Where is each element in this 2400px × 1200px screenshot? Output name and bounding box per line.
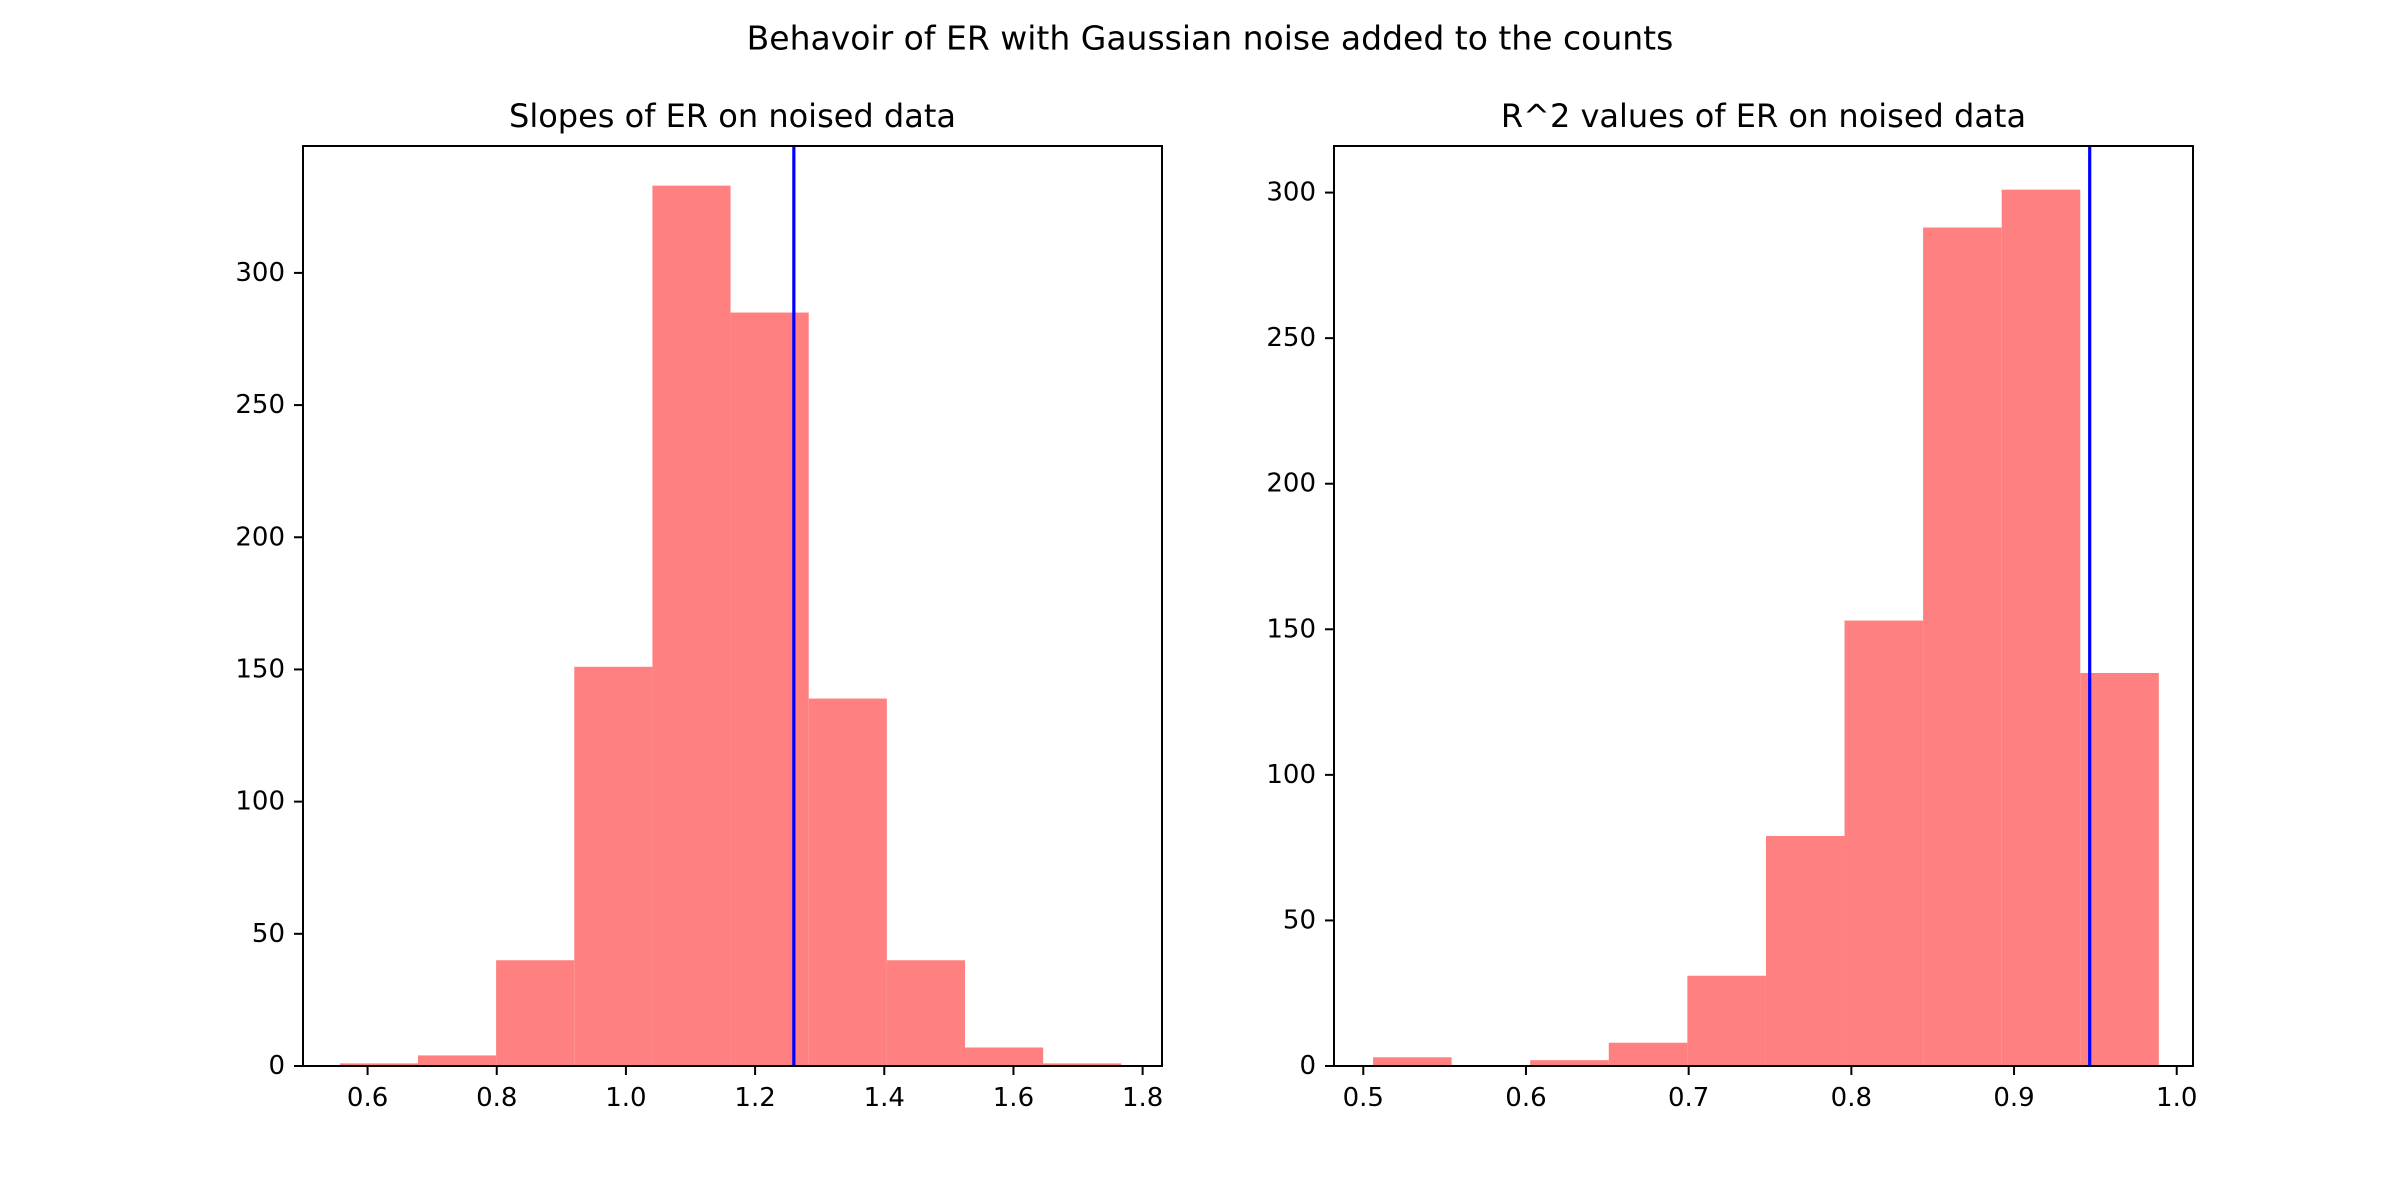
y-tick-label: 100	[1266, 760, 1316, 790]
histogram-bar	[574, 666, 653, 1066]
x-tick-label: 0.9	[1993, 1083, 2034, 1113]
x-tick-label: 0.8	[476, 1083, 517, 1113]
y-tick-label: 200	[1266, 469, 1316, 499]
x-tick-label: 1.4	[864, 1083, 905, 1113]
x-tick-label: 0.8	[1831, 1083, 1872, 1113]
histogram-bar	[1530, 1060, 1609, 1066]
histogram-bar	[2080, 672, 2159, 1066]
histogram-bar	[1923, 227, 2002, 1066]
y-tick-label: 150	[235, 654, 285, 684]
histogram-panel-r-squared: 0.5 0.6 0.7 0.8 0.9 1.0 0 50 100 150 200 250 300 R^2 …	[1266, 97, 2197, 1113]
histogram-bar	[496, 960, 575, 1066]
axes-frame	[1333, 145, 2194, 1067]
histogram-bar	[886, 960, 966, 1066]
y-tick-label: 100	[235, 787, 285, 817]
histogram-bar	[808, 698, 887, 1066]
y-tick-label: 50	[1283, 905, 1316, 935]
y-tick-label: 0	[1299, 1051, 1316, 1081]
y-tick-label: 250	[235, 390, 285, 420]
histogram-panel-slopes: 0.6 0.8 1.0 1.2 1.4 1.6 1.8 0 50 100 150 200 250 300 S…	[235, 97, 1163, 1113]
histogram-bar	[1844, 620, 1924, 1066]
chart-title-slopes: Slopes of ER on noised data	[509, 97, 956, 135]
histogram-bar	[1373, 1057, 1452, 1066]
histogram-bar	[1608, 1042, 1688, 1066]
figure-suptitle: Behavoir of ER with Gaussian noise added…	[747, 19, 1674, 58]
x-tick-label: 1.6	[993, 1083, 1034, 1113]
y-tick-label: 50	[252, 919, 285, 949]
y-tick-label: 300	[235, 258, 285, 288]
x-tick-label: 0.6	[1505, 1083, 1546, 1113]
x-tick-label: 1.0	[2156, 1083, 2197, 1113]
y-tick-label: 0	[268, 1051, 285, 1081]
histogram-bar	[965, 1047, 1044, 1066]
histogram-bar	[730, 312, 809, 1066]
histogram-bar	[1043, 1063, 1122, 1066]
y-tick-label: 200	[235, 522, 285, 552]
y-tick-label: 250	[1266, 323, 1316, 353]
x-tick-label: 1.8	[1122, 1083, 1163, 1113]
histogram-bar	[1765, 836, 1845, 1066]
histogram-bar	[339, 1063, 418, 1066]
x-tick-label: 0.6	[347, 1083, 388, 1113]
y-tick-label: 300	[1266, 178, 1316, 208]
histogram-bar	[417, 1055, 497, 1066]
x-tick-label: 0.5	[1343, 1083, 1384, 1113]
axes-frame	[302, 145, 1163, 1067]
y-tick-label: 150	[1266, 614, 1316, 644]
x-tick-label: 1.0	[605, 1083, 646, 1113]
x-tick-label: 0.7	[1668, 1083, 1709, 1113]
histogram-bar	[1687, 975, 1766, 1066]
histogram-bar	[2001, 189, 2081, 1066]
histogram-bar	[652, 185, 731, 1067]
chart-title-r-squared: R^2 values of ER on noised data	[1501, 97, 2026, 135]
x-tick-label: 1.2	[734, 1083, 775, 1113]
